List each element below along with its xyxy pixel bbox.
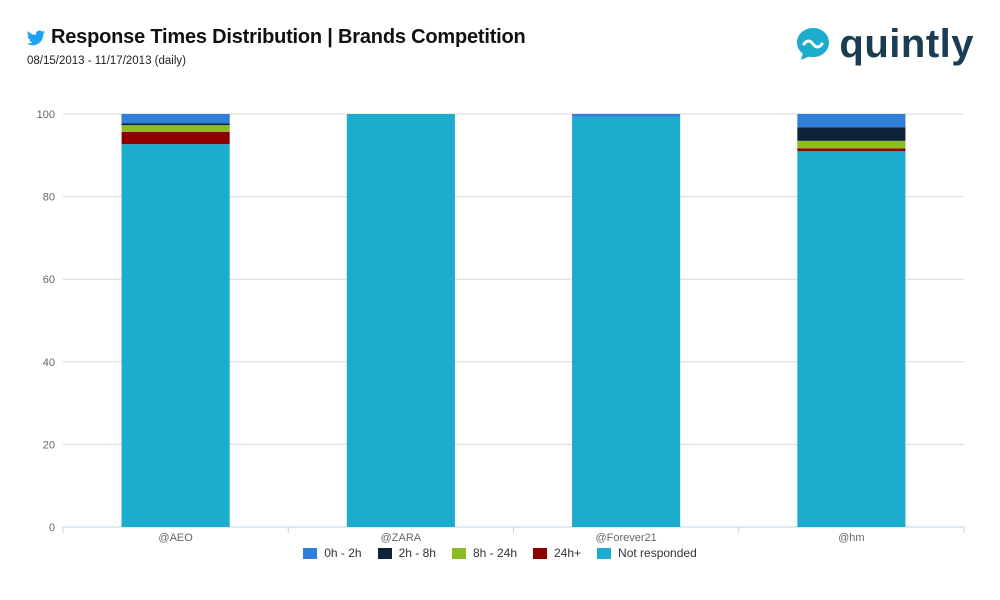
bar-segment-hm-24h- — [797, 148, 906, 152]
legend-swatch — [597, 547, 612, 559]
legend-item-2h-8h[interactable]: 2h - 8h — [377, 546, 436, 560]
logo-text: quintly — [839, 22, 974, 66]
bar-segment-aeo-0h-2h — [121, 114, 230, 124]
chart-header: Response Times Distribution | Brands Com… — [26, 26, 526, 67]
bar-segment-aeo-2h-8h — [121, 123, 230, 126]
legend-label: 2h - 8h — [398, 546, 436, 560]
y-tick-label: 20 — [43, 439, 55, 451]
x-tick-label: @hm — [838, 532, 864, 544]
y-tick-label: 40 — [43, 357, 55, 369]
quintly-logo-icon — [797, 28, 830, 60]
legend-item-0h-2h[interactable]: 0h - 2h — [303, 546, 362, 560]
bar-segment-hm-0h-2h — [797, 114, 906, 128]
y-tick-label: 80 — [43, 192, 55, 204]
bar-segment-forever21-not-responded — [572, 116, 681, 528]
bar-segment-zara-not-responded — [346, 114, 455, 527]
legend-swatch — [303, 547, 318, 559]
legend-item-24h-[interactable]: 24h+ — [533, 546, 581, 560]
y-tick-label: 100 — [37, 109, 55, 121]
quintly-logo: quintly — [795, 24, 974, 64]
bar-segment-aeo-not-responded — [121, 144, 230, 528]
bar-segment-hm-8h-24h — [797, 140, 906, 149]
legend-item-not-responded[interactable]: Not responded — [597, 546, 697, 560]
legend-swatch — [533, 547, 547, 559]
x-tick-label: @Forever21 — [595, 532, 656, 544]
chart-title: Response Times Distribution | Brands Com… — [51, 26, 526, 48]
legend-swatch — [377, 547, 392, 559]
x-tick-label: @ZARA — [381, 532, 422, 544]
title-row: Response Times Distribution | Brands Com… — [26, 26, 526, 49]
twitter-bird-icon — [26, 30, 46, 45]
bar-segment-forever21-0h-2h — [572, 114, 681, 117]
legend-swatch — [451, 547, 466, 559]
legend-label: 8h - 24h — [472, 546, 517, 560]
legend-label: 0h - 2h — [324, 546, 362, 560]
legend-label: Not responded — [618, 546, 697, 560]
x-tick-label: @AEO — [158, 532, 193, 544]
bar-segment-hm-2h-8h — [797, 127, 906, 141]
legend-label: 24h+ — [554, 546, 582, 560]
y-tick-label: 0 — [49, 522, 55, 534]
bar-segment-aeo-8h-24h — [121, 125, 230, 132]
legend-item-8h-24h[interactable]: 8h - 24h — [451, 546, 517, 560]
bar-segment-hm-not-responded — [797, 151, 906, 528]
bar-segment-aeo-24h- — [121, 131, 230, 145]
date-range: 08/15/2013 - 11/17/2013 (daily) — [27, 55, 186, 67]
chart-legend: 0h - 2h 2h - 8h 8h - 24h 24h+ Not responded — [0, 546, 1000, 560]
y-tick-label: 60 — [43, 274, 55, 286]
